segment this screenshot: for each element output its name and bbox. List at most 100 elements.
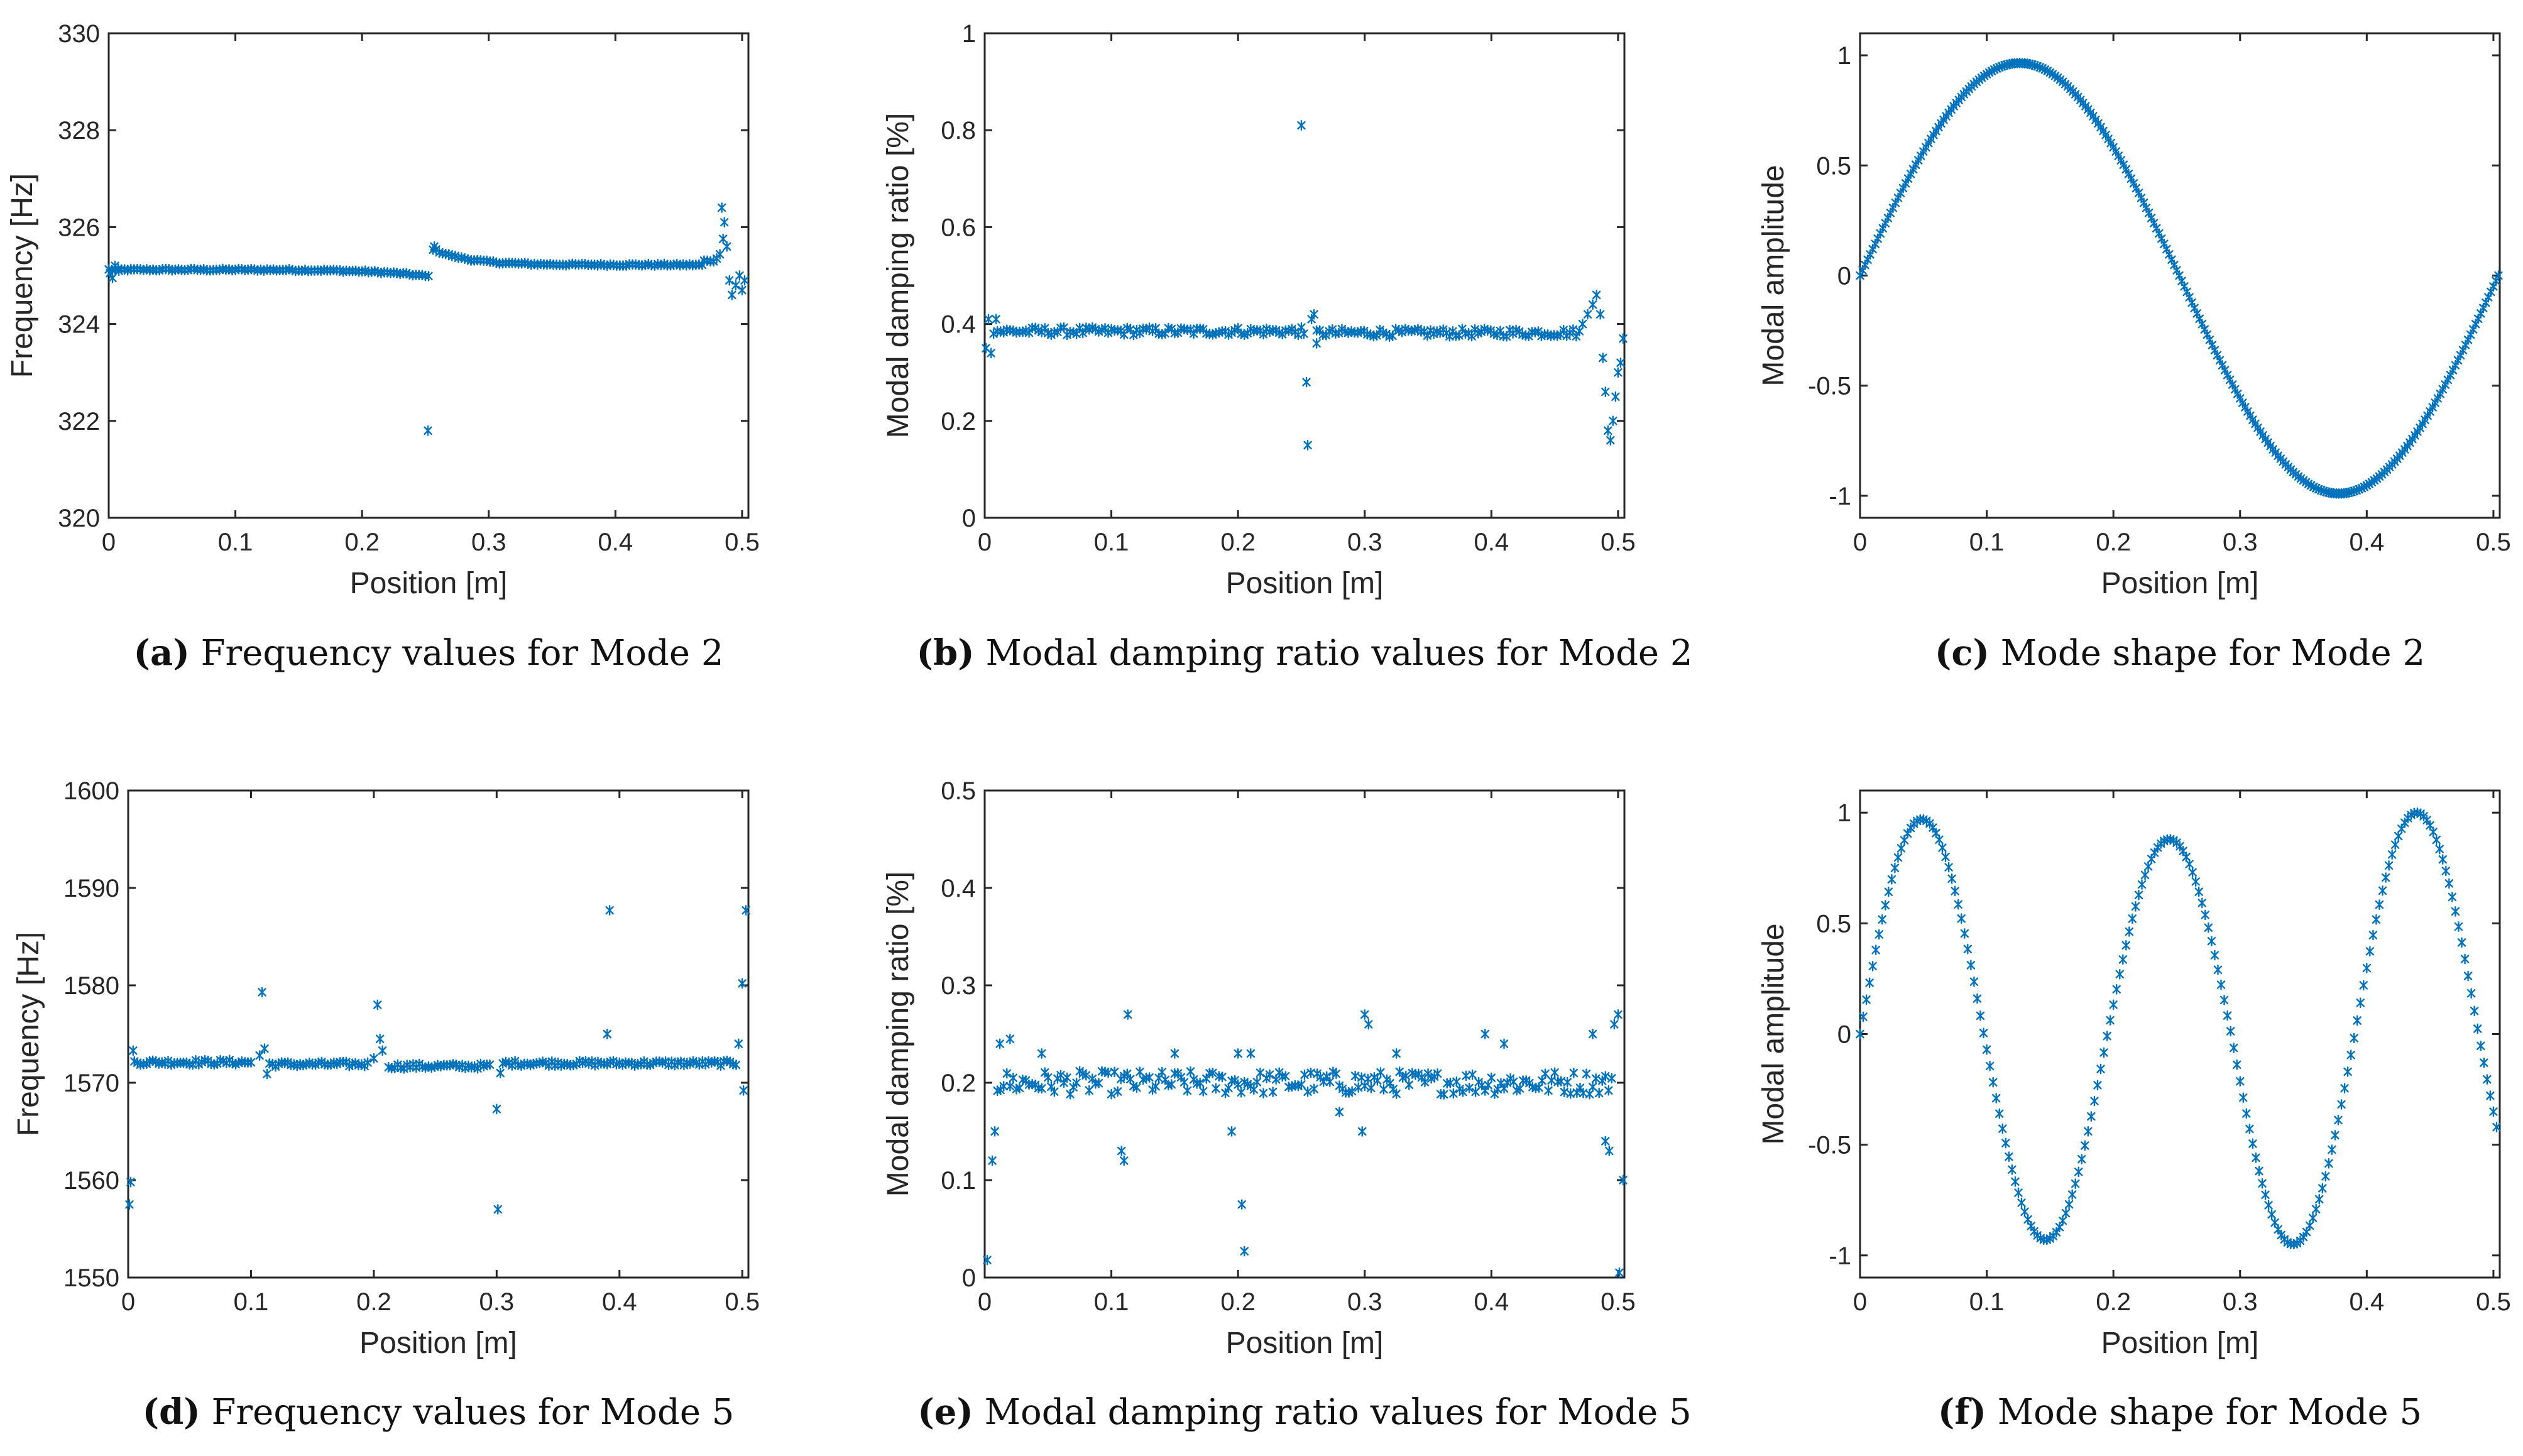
data-point bbox=[2071, 1178, 2080, 1190]
data-point bbox=[1179, 1076, 1189, 1088]
data-point bbox=[2125, 926, 2134, 937]
y-tick-label: -1 bbox=[1829, 483, 1851, 510]
data-point bbox=[2441, 865, 2451, 877]
data-point bbox=[473, 1063, 482, 1074]
panel-caption: (d) Frequency values for Mode 5 bbox=[143, 1391, 735, 1433]
data-point bbox=[2381, 872, 2390, 883]
data-point bbox=[1856, 1029, 1864, 1039]
data-point bbox=[740, 275, 749, 286]
data-point bbox=[1041, 323, 1049, 334]
y-tick-label: -0.5 bbox=[1808, 1132, 1851, 1159]
data-point bbox=[1259, 1088, 1268, 1098]
y-tick-label: 1600 bbox=[63, 777, 119, 805]
data-point bbox=[1227, 1126, 1236, 1137]
data-point bbox=[1582, 1068, 1591, 1080]
data-point bbox=[1281, 1071, 1290, 1081]
data-point bbox=[1619, 333, 1628, 344]
data-point bbox=[1367, 1082, 1376, 1093]
panel-caption: (b) Modal damping ratio values for Mode … bbox=[916, 632, 1692, 674]
data-point bbox=[2400, 817, 2409, 828]
data-point bbox=[1509, 1076, 1518, 1087]
series-mode-5-frequency bbox=[125, 905, 750, 1215]
data-point bbox=[1063, 1072, 1071, 1083]
data-point bbox=[1005, 1081, 1015, 1092]
y-tick-label: -0.5 bbox=[1808, 373, 1851, 400]
data-point bbox=[731, 280, 740, 291]
data-point bbox=[1459, 1087, 1467, 1097]
plot-frame bbox=[983, 789, 1626, 1279]
data-point bbox=[188, 1059, 197, 1070]
data-point bbox=[1335, 1107, 1344, 1117]
data-point bbox=[1249, 1084, 1259, 1095]
data-point bbox=[1865, 977, 1874, 988]
y-tick-label: 0.5 bbox=[941, 777, 976, 805]
y-axis-label: Modal amplitude bbox=[1757, 165, 1790, 386]
data-point bbox=[718, 233, 728, 244]
y-tick-label: 1590 bbox=[63, 875, 119, 902]
data-point bbox=[1303, 440, 1312, 451]
data-point bbox=[1484, 1080, 1492, 1091]
y-tick-label: 1 bbox=[1837, 799, 1851, 827]
data-point bbox=[1544, 1085, 1553, 1096]
data-point bbox=[1572, 1087, 1582, 1098]
data-point bbox=[2435, 843, 2444, 855]
data-point bbox=[1449, 1088, 1458, 1099]
data-point bbox=[2204, 922, 2213, 933]
data-point bbox=[2096, 1063, 2105, 1075]
data-point bbox=[2109, 999, 2118, 1010]
data-point bbox=[1585, 1088, 1594, 1100]
x-tick-label: 0.3 bbox=[1347, 528, 1382, 556]
data-point bbox=[1583, 309, 1592, 320]
data-point bbox=[1124, 1009, 1132, 1020]
data-point bbox=[485, 1059, 495, 1070]
data-point bbox=[2223, 1010, 2232, 1021]
plot-frame bbox=[983, 32, 1626, 519]
data-point bbox=[1966, 960, 1976, 971]
data-point bbox=[2188, 867, 2197, 878]
caption-text: Modal damping ratio values for Mode 2 bbox=[975, 633, 1693, 674]
data-point bbox=[2334, 1115, 2343, 1125]
data-point bbox=[2340, 1083, 2349, 1094]
data-point bbox=[1373, 1075, 1382, 1086]
data-point bbox=[1420, 1076, 1430, 1088]
data-point bbox=[2067, 1189, 2077, 1200]
data-point bbox=[246, 1057, 256, 1068]
data-point bbox=[2476, 1040, 2485, 1051]
data-point bbox=[1132, 1082, 1141, 1093]
y-tick-label: 1550 bbox=[63, 1264, 119, 1292]
data-point bbox=[2014, 1187, 2023, 1198]
panel-f: 0 0.1 0.2 0.3 0.4 0.5 -1 -0.5 0 0.5 1 Position [m] M… bbox=[1757, 789, 2511, 1433]
data-point bbox=[1960, 928, 1969, 939]
data-point bbox=[1998, 1123, 2007, 1134]
data-point bbox=[1208, 1068, 1217, 1078]
data-point bbox=[1487, 1072, 1496, 1083]
y-tick-label: 330 bbox=[58, 20, 100, 48]
data-point bbox=[1120, 1155, 1129, 1166]
caption-text: Mode shape for Mode 2 bbox=[1989, 633, 2425, 674]
y-tick-label: 1570 bbox=[63, 1070, 119, 1097]
plot-frame bbox=[1859, 789, 2501, 1279]
data-point bbox=[255, 1050, 264, 1061]
data-point bbox=[1588, 299, 1597, 310]
series-mode-5-shape bbox=[1856, 807, 2501, 1250]
data-point bbox=[1423, 1068, 1433, 1079]
caption-letter: (b) bbox=[916, 632, 974, 674]
data-point bbox=[2093, 1080, 2102, 1091]
data-point bbox=[1969, 976, 1979, 987]
data-point bbox=[1607, 1073, 1616, 1084]
data-point bbox=[1240, 1245, 1249, 1257]
data-point bbox=[992, 314, 1000, 325]
x-tick-label: 0.4 bbox=[1474, 1288, 1509, 1316]
data-point bbox=[995, 1038, 1004, 1049]
data-point bbox=[2375, 899, 2384, 910]
data-point bbox=[373, 999, 382, 1010]
data-point bbox=[1433, 1068, 1442, 1079]
x-tick-label: 0.2 bbox=[344, 528, 380, 556]
data-point bbox=[1404, 1079, 1414, 1090]
data-point bbox=[2226, 1026, 2235, 1037]
y-tick-label: 0.2 bbox=[941, 1070, 976, 1097]
data-point bbox=[987, 348, 995, 359]
data-point bbox=[1563, 1076, 1572, 1088]
data-point bbox=[1992, 1093, 2001, 1103]
